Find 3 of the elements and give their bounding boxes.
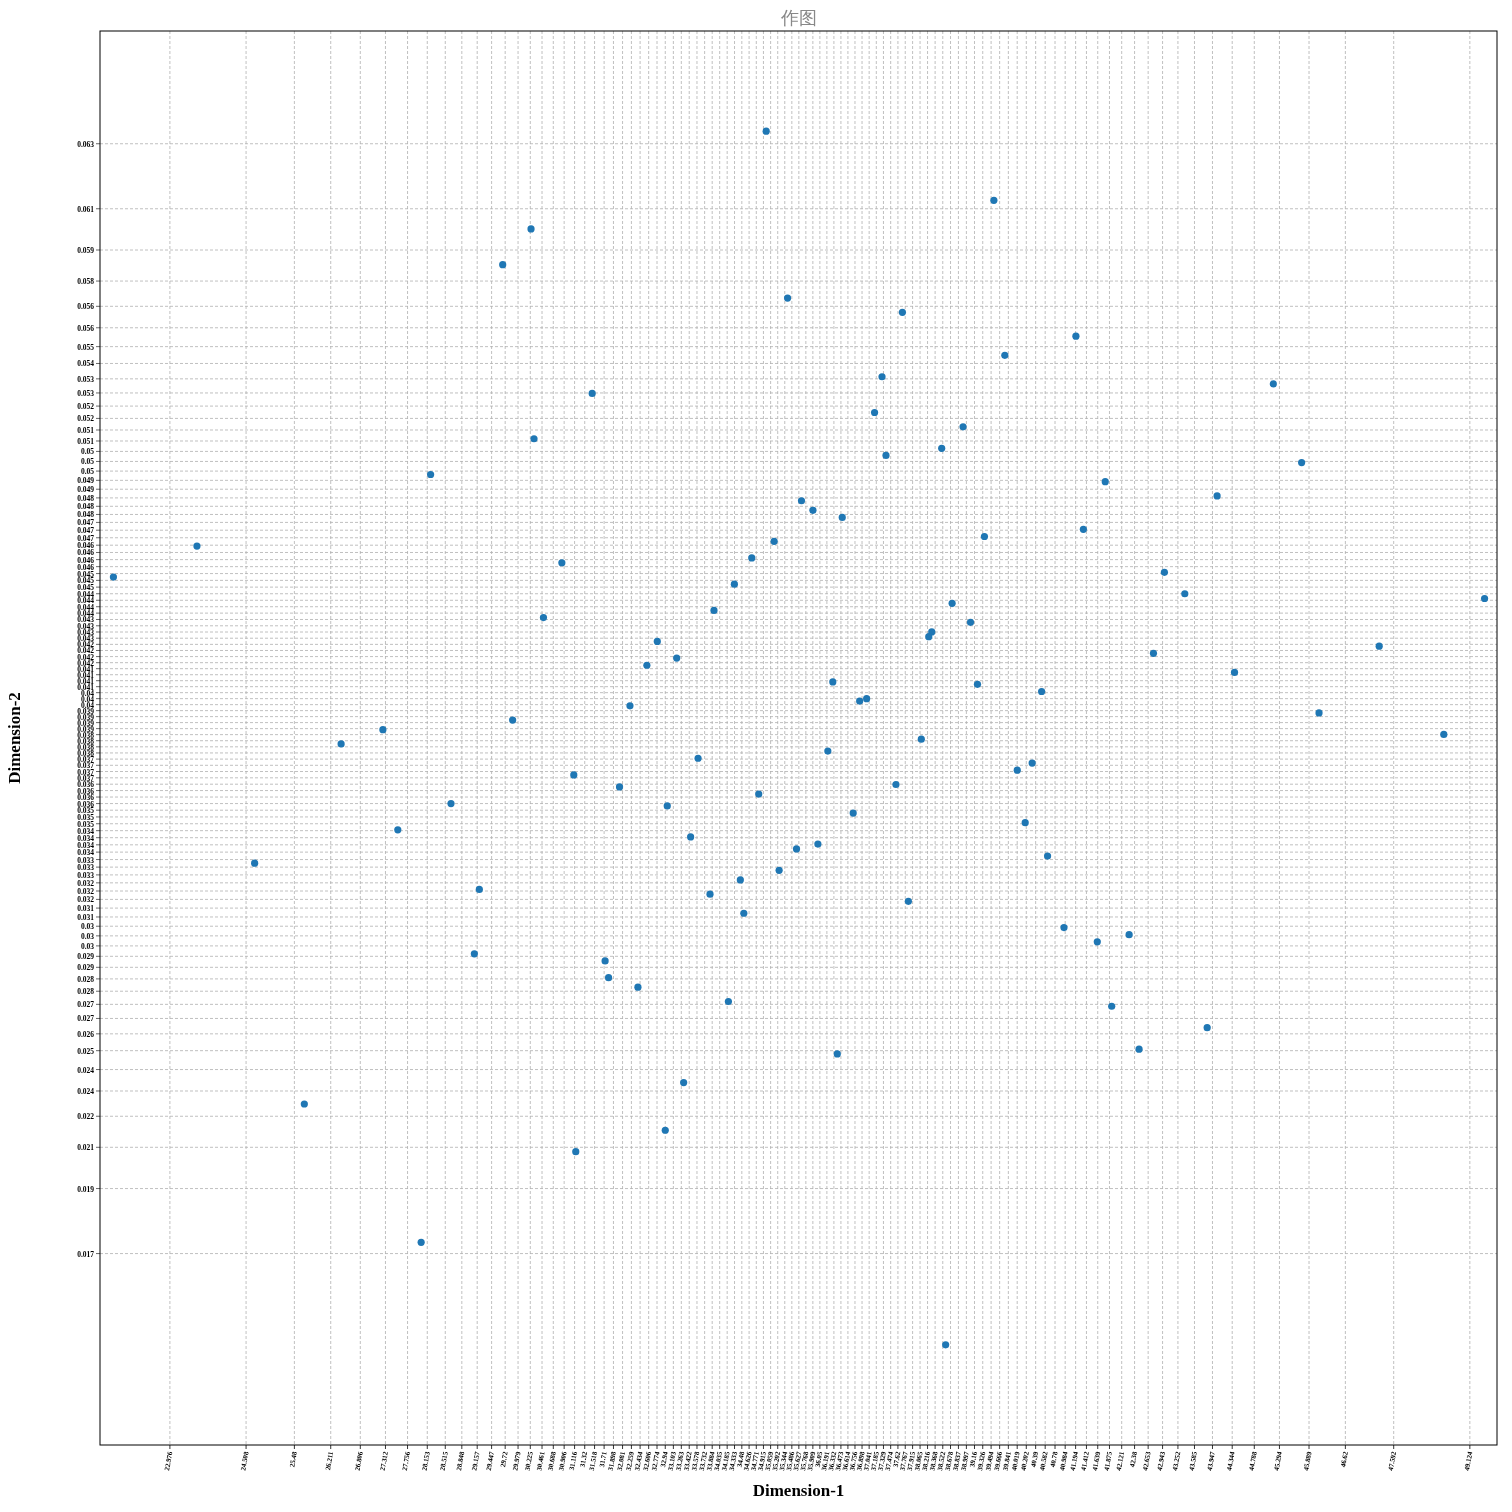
chart-title: 作图 <box>779 8 817 28</box>
x-axis-title: Dimension-1 <box>752 1481 845 1500</box>
y-axis-title: Dimension-2 <box>5 692 24 784</box>
